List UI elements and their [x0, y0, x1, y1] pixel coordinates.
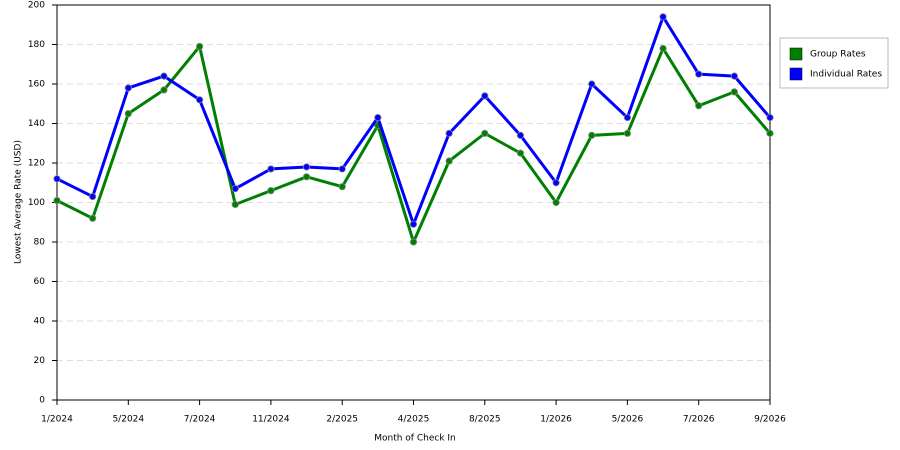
- point: [588, 80, 596, 88]
- x-tick-label: 7/2024: [184, 415, 216, 425]
- x-tick-label: 4/2025: [398, 415, 430, 425]
- x-tick-label: 5/2024: [112, 415, 144, 425]
- y-tick-label: 120: [28, 159, 45, 169]
- point: [552, 179, 560, 187]
- point: [53, 196, 61, 205]
- point: [160, 86, 168, 94]
- y-tick-label: 80: [34, 238, 46, 248]
- point: [302, 163, 311, 171]
- point: [516, 149, 525, 157]
- point: [196, 42, 204, 51]
- point: [302, 173, 311, 181]
- y-tick-label: 160: [28, 80, 45, 90]
- point: [766, 113, 774, 122]
- x-tick-label: 8/2025: [469, 415, 501, 425]
- point: [338, 165, 346, 173]
- point: [659, 13, 667, 21]
- point: [659, 44, 667, 53]
- point: [695, 102, 703, 110]
- point: [231, 185, 239, 193]
- legend-label: Individual Rates: [810, 70, 882, 80]
- point: [623, 113, 632, 122]
- point: [730, 72, 738, 80]
- point: [516, 131, 525, 139]
- point: [196, 96, 204, 104]
- y-tick-label: 0: [39, 396, 45, 406]
- point: [53, 175, 61, 183]
- point: [445, 157, 453, 165]
- point: [623, 129, 632, 137]
- legend-label: Group Rates: [810, 50, 866, 60]
- point: [766, 129, 774, 137]
- y-axis-title: Lowest Average Rate (USD): [14, 140, 24, 264]
- point: [730, 88, 738, 96]
- x-axis-title: Month of Check In: [374, 434, 456, 444]
- x-tick-label: 2/2025: [326, 415, 358, 425]
- point: [89, 192, 97, 201]
- legend-swatch: [789, 47, 803, 61]
- y-tick-label: 100: [28, 198, 45, 208]
- legend-box: [779, 37, 889, 89]
- point: [481, 129, 489, 137]
- point: [374, 113, 382, 122]
- point: [481, 92, 489, 100]
- x-tick-label: 1/2026: [540, 415, 572, 425]
- x-tick-label: 5/2026: [612, 415, 644, 425]
- y-tick-label: 180: [28, 40, 45, 50]
- point: [338, 183, 346, 191]
- point: [552, 198, 560, 207]
- point: [160, 72, 168, 80]
- plot-frame: [56, 4, 771, 401]
- y-tick-label: 60: [34, 277, 46, 287]
- y-tick-label: 140: [28, 119, 45, 129]
- point: [267, 187, 275, 195]
- x-tick-label: 1/2024: [41, 415, 73, 425]
- point: [124, 84, 132, 92]
- x-tick-label: 9/2026: [754, 415, 786, 425]
- point: [124, 110, 132, 118]
- x-tick-label: 7/2026: [683, 415, 715, 425]
- x-tick-label: 11/2024: [252, 415, 290, 425]
- point: [695, 70, 703, 78]
- point: [588, 131, 596, 139]
- y-tick-label: 20: [34, 356, 46, 366]
- point: [409, 238, 418, 246]
- y-tick-label: 40: [34, 317, 46, 327]
- point: [267, 165, 275, 173]
- point: [409, 220, 418, 228]
- point: [89, 214, 97, 222]
- legend-swatch: [789, 67, 803, 81]
- point: [231, 200, 239, 209]
- y-tick-label: 200: [28, 1, 45, 11]
- point: [445, 129, 453, 137]
